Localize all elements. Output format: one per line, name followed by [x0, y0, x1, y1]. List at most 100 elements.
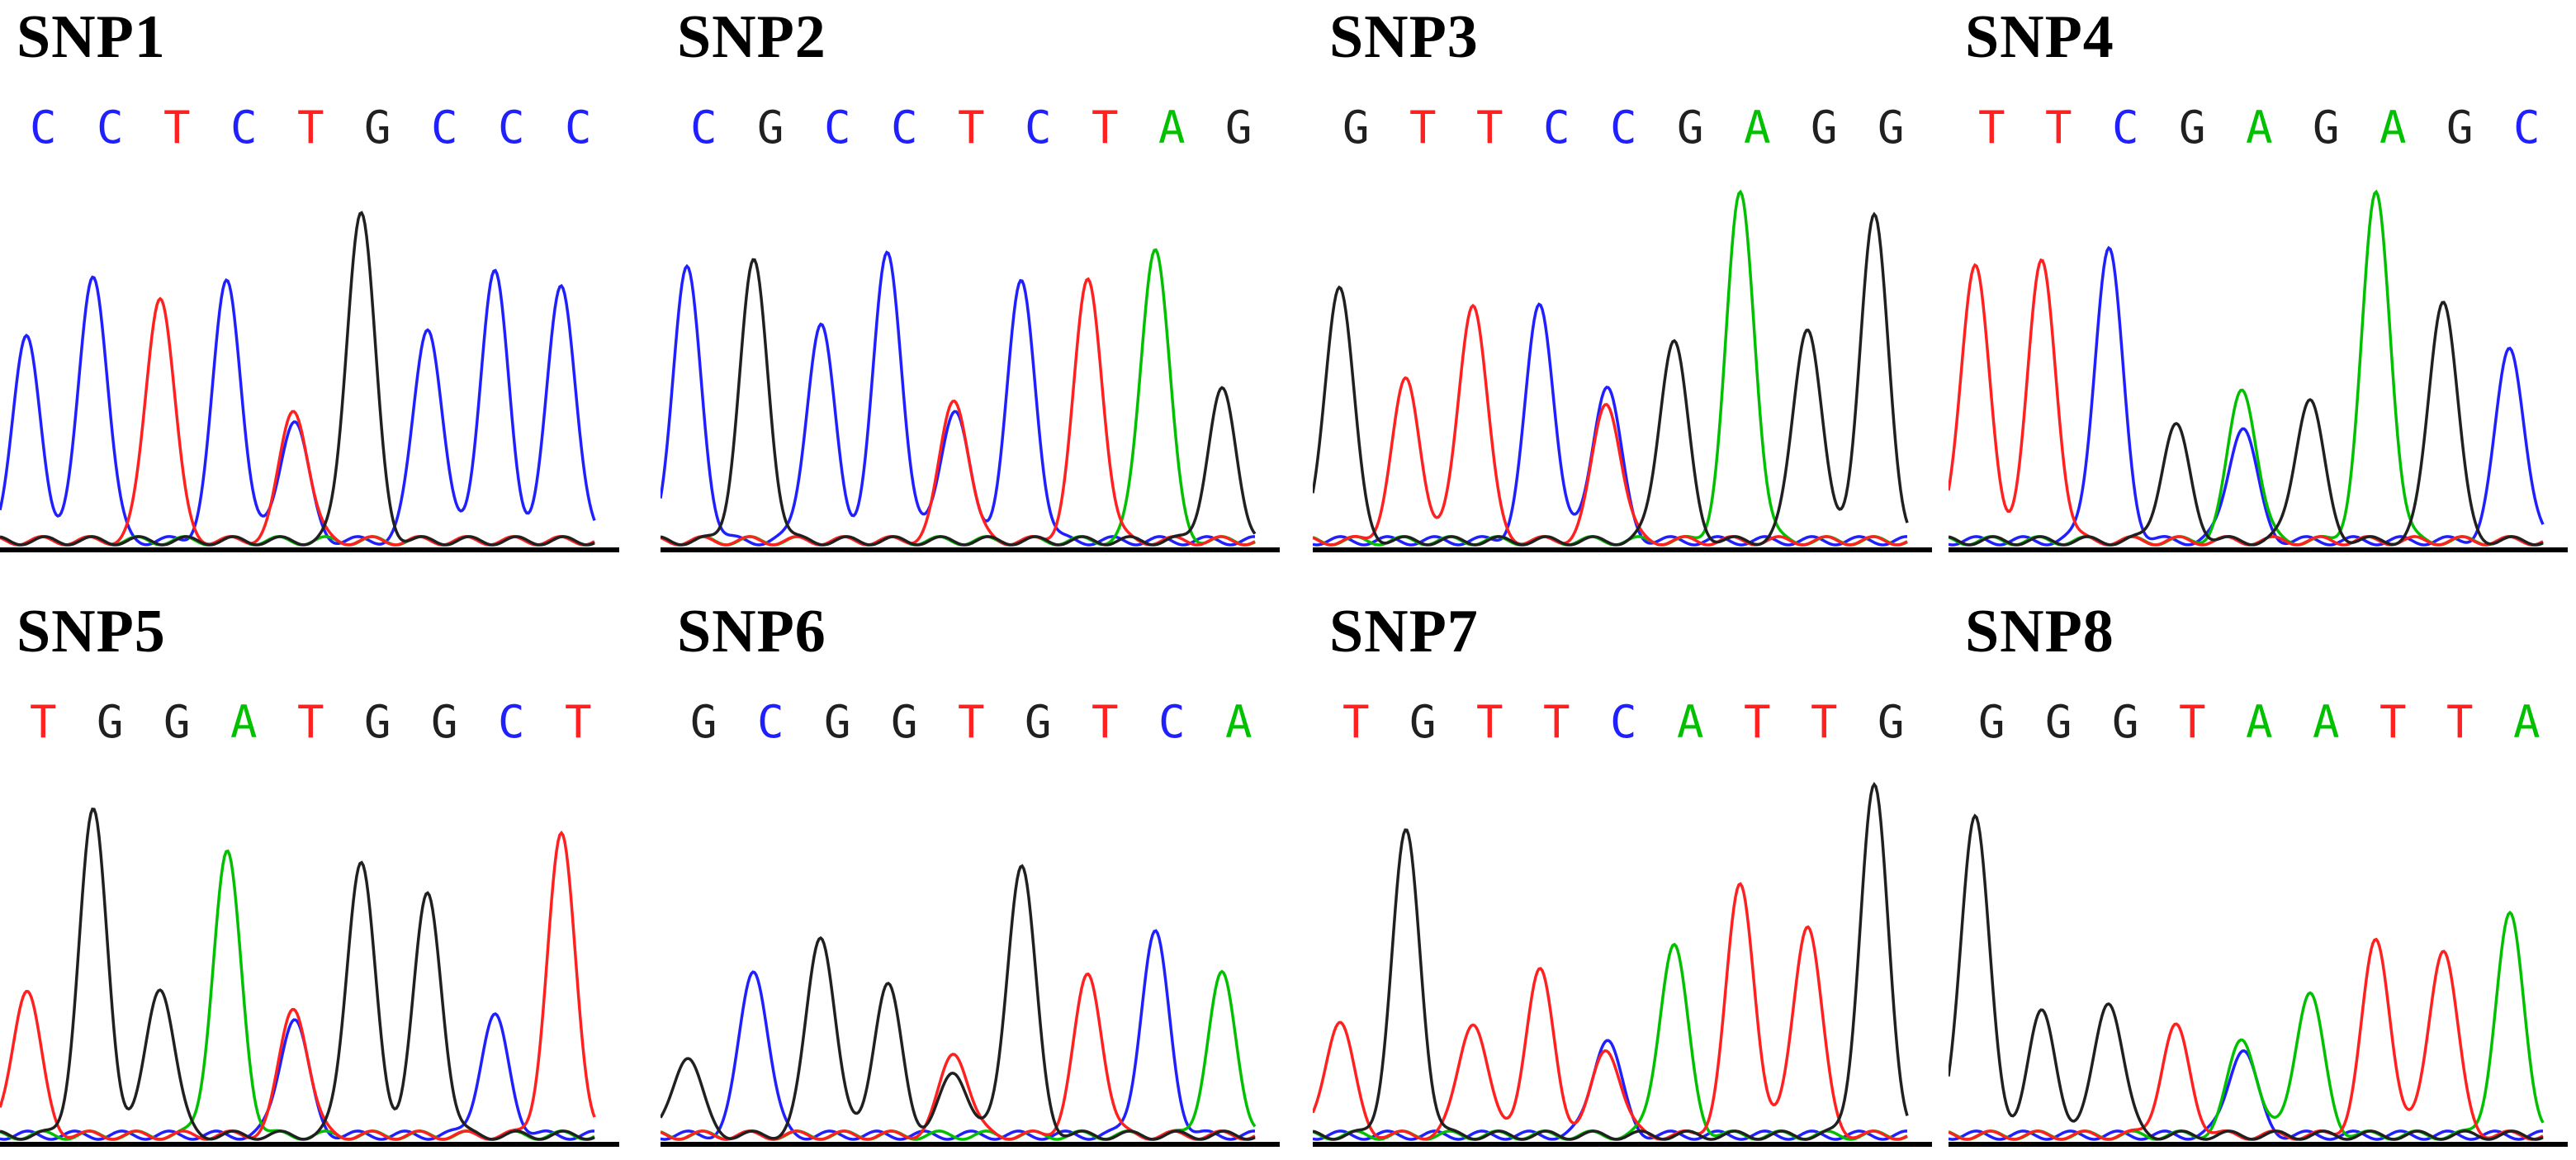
trace-t — [1949, 937, 2544, 1141]
base-call-t: T — [1091, 696, 1119, 748]
chromatogram — [661, 864, 1280, 1147]
trace-a — [661, 248, 1256, 547]
base-call-g: G — [97, 696, 124, 748]
base-call-a: A — [2246, 102, 2273, 154]
base-call-c: C — [1158, 696, 1186, 748]
base-call-t: T — [958, 102, 985, 154]
chromatogram — [0, 807, 619, 1147]
chromatogram — [1313, 189, 1932, 552]
base-call-g: G — [1811, 102, 1838, 154]
base-call-t: T — [1342, 696, 1370, 748]
base-call-c: C — [1025, 102, 1052, 154]
base-call-t: T — [1476, 102, 1503, 154]
base-call-g: G — [2179, 102, 2206, 154]
trace-c — [1949, 245, 2545, 547]
trace-g — [1313, 781, 1909, 1141]
trace-c — [0, 268, 596, 547]
base-call-c: C — [1610, 102, 1637, 154]
base-call-g: G — [163, 696, 191, 748]
base-call-t: T — [2379, 696, 2407, 748]
base-call-g: G — [2045, 696, 2072, 748]
base-call-t: T — [1811, 696, 1838, 748]
base-call-a: A — [1677, 696, 1704, 748]
trace-t — [0, 830, 596, 1141]
base-call-g: G — [364, 696, 391, 748]
trace-c — [661, 250, 1256, 547]
base-call-g: G — [891, 696, 918, 748]
base-call-g: G — [431, 696, 458, 748]
base-call-t: T — [1543, 696, 1570, 748]
trace-c — [1313, 1039, 1908, 1141]
base-call-c: C — [498, 102, 525, 154]
base-call-t: T — [1091, 102, 1119, 154]
base-call-g: G — [1978, 696, 2005, 748]
trace-t — [1313, 882, 1908, 1141]
trace-c — [1313, 302, 1908, 547]
base-call-t: T — [1744, 696, 1771, 748]
snp-title: SNP2 — [677, 3, 826, 71]
base-call-t: T — [565, 696, 592, 748]
base-call-t: T — [1409, 102, 1437, 154]
base-call-t: T — [958, 696, 985, 748]
chromatogram — [0, 211, 619, 552]
snp-title: SNP3 — [1329, 3, 1479, 71]
snp-title: SNP4 — [1965, 3, 2114, 71]
base-call-g: G — [1342, 102, 1370, 154]
base-call-c: C — [230, 102, 258, 154]
base-call-g: G — [1677, 102, 1704, 154]
base-call-g: G — [1878, 696, 1905, 748]
base-call-t: T — [2179, 696, 2206, 748]
base-call-t: T — [2446, 696, 2474, 748]
snp-title: SNP8 — [1965, 598, 2114, 665]
base-call-c: C — [498, 696, 525, 748]
base-call-t: T — [1978, 102, 2005, 154]
base-call-a: A — [230, 696, 258, 748]
chromatogram — [1949, 813, 2568, 1147]
base-call-c: C — [431, 102, 458, 154]
trace-g — [1949, 301, 2544, 547]
base-call-c: C — [891, 102, 918, 154]
trace-a — [1949, 910, 2545, 1141]
base-call-g: G — [2112, 696, 2139, 748]
base-call-g: G — [1409, 696, 1437, 748]
base-call-c: C — [824, 102, 851, 154]
base-call-a: A — [1744, 102, 1771, 154]
chromatogram — [661, 248, 1280, 552]
base-call-t: T — [2045, 102, 2072, 154]
trace-g — [0, 807, 595, 1141]
base-call-g: G — [1025, 696, 1052, 748]
base-call-t: T — [1476, 696, 1503, 748]
base-call-t: T — [163, 102, 191, 154]
base-call-a: A — [2379, 102, 2407, 154]
trace-t — [1313, 303, 1908, 547]
trace-g — [0, 211, 595, 547]
base-call-g: G — [1878, 102, 1905, 154]
base-call-c: C — [2513, 102, 2540, 154]
base-call-c: C — [2112, 102, 2139, 154]
base-call-c: C — [30, 102, 57, 154]
trace-c — [0, 1012, 595, 1141]
base-call-a: A — [2513, 696, 2540, 748]
chromatogram — [1949, 189, 2568, 552]
trace-c — [661, 929, 1256, 1141]
base-call-c: C — [565, 102, 592, 154]
base-call-a: A — [2313, 696, 2340, 748]
base-call-a: A — [1225, 696, 1252, 748]
base-call-t: T — [297, 696, 324, 748]
base-call-g: G — [364, 102, 391, 154]
base-call-g: G — [824, 696, 851, 748]
trace-c — [1949, 1049, 2544, 1141]
base-call-g: G — [2446, 102, 2474, 154]
